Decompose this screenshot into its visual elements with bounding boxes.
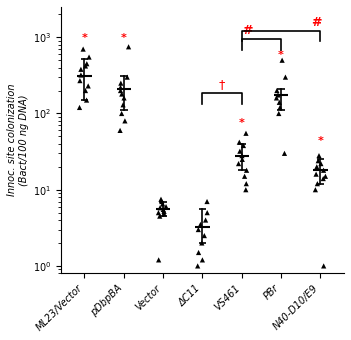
Point: [279, 57, 285, 63]
Point: [80, 46, 86, 52]
Point: [119, 91, 125, 97]
Text: *: *: [278, 50, 284, 60]
Point: [236, 161, 241, 166]
Point: [323, 173, 328, 179]
Point: [78, 72, 84, 78]
Point: [274, 95, 279, 101]
Point: [277, 105, 283, 110]
Point: [276, 111, 282, 116]
Point: [77, 105, 82, 110]
Text: *: *: [239, 118, 245, 128]
Point: [201, 233, 207, 238]
Point: [314, 181, 320, 186]
Point: [156, 257, 161, 262]
Point: [155, 210, 161, 215]
Point: [244, 181, 249, 186]
Point: [84, 61, 90, 66]
Point: [203, 217, 208, 223]
Point: [282, 151, 287, 156]
Point: [122, 118, 128, 124]
Point: [196, 227, 201, 232]
Point: [77, 78, 83, 83]
Point: [84, 97, 90, 103]
Point: [196, 250, 201, 255]
Point: [198, 222, 203, 227]
Point: [117, 128, 123, 133]
Point: [314, 164, 320, 169]
Point: [321, 168, 326, 173]
Point: [241, 143, 246, 148]
Point: [157, 205, 163, 210]
Point: [320, 176, 326, 181]
Point: [200, 257, 205, 262]
Text: #: #: [243, 24, 253, 37]
Point: [204, 199, 210, 204]
Point: [274, 88, 280, 93]
Point: [161, 211, 167, 217]
Text: #: #: [311, 16, 322, 29]
Point: [158, 197, 164, 202]
Point: [239, 153, 245, 158]
Point: [316, 158, 321, 164]
Point: [85, 83, 91, 89]
Point: [124, 74, 130, 80]
Point: [161, 209, 167, 214]
Point: [195, 263, 200, 269]
Point: [316, 153, 322, 158]
Text: *: *: [318, 136, 323, 146]
Text: *: *: [81, 33, 87, 42]
Point: [237, 149, 243, 154]
Point: [237, 139, 242, 145]
Point: [204, 210, 210, 215]
Point: [78, 67, 84, 72]
Point: [244, 168, 250, 173]
Point: [275, 92, 281, 98]
Point: [126, 44, 131, 50]
Point: [243, 131, 249, 136]
Text: *: *: [121, 33, 127, 42]
Point: [277, 100, 282, 105]
Point: [159, 199, 165, 204]
Point: [313, 171, 319, 177]
Point: [118, 81, 124, 86]
Point: [86, 54, 92, 60]
Point: [321, 263, 326, 269]
Point: [163, 204, 169, 209]
Point: [157, 214, 163, 219]
Point: [121, 95, 127, 101]
Point: [318, 161, 324, 166]
Text: †: †: [219, 78, 225, 90]
Point: [160, 207, 166, 212]
Point: [242, 173, 247, 179]
Y-axis label: Innoc. site colonization
(Bact/100 ng DNA): Innoc. site colonization (Bact/100 ng DN…: [7, 84, 28, 197]
Point: [160, 201, 165, 207]
Point: [118, 88, 123, 93]
Point: [120, 102, 126, 107]
Point: [119, 111, 125, 116]
Point: [83, 88, 88, 93]
Point: [118, 85, 123, 90]
Point: [239, 157, 245, 162]
Point: [199, 240, 205, 246]
Point: [313, 187, 318, 192]
Point: [82, 63, 88, 69]
Point: [243, 187, 249, 192]
Point: [283, 74, 288, 80]
